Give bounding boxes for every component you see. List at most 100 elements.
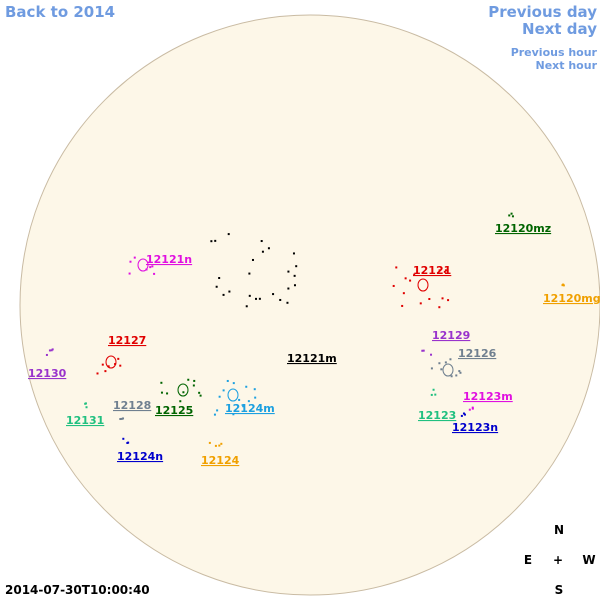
region-label[interactable]: 12120mg <box>543 292 600 305</box>
sunspot <box>248 294 251 297</box>
back-link[interactable]: Back to 2014 <box>5 3 115 21</box>
sunspot <box>160 391 163 394</box>
sunspot <box>471 407 474 410</box>
sunspot <box>192 384 195 387</box>
compass-center: + <box>553 553 563 567</box>
sunspot <box>222 389 225 392</box>
sunspot <box>441 297 444 300</box>
sunspot-contour <box>417 278 429 292</box>
sunspot <box>199 394 202 397</box>
region-label[interactable]: 12129 <box>432 329 470 342</box>
region-label[interactable]: 12125 <box>155 404 193 417</box>
sunspot <box>227 233 230 236</box>
sunspot <box>50 349 53 352</box>
sunspot <box>392 284 395 287</box>
sunspot <box>245 305 248 308</box>
sunspot <box>430 367 433 370</box>
sunspot <box>419 302 422 305</box>
sunspot <box>432 388 435 391</box>
sunspot <box>149 266 152 269</box>
sunspot-contour <box>177 383 189 397</box>
sunspot <box>85 406 88 409</box>
sunspot <box>395 266 398 269</box>
sunspot <box>293 284 296 287</box>
region-label[interactable]: 12124n <box>117 450 163 463</box>
sunspot <box>166 392 169 395</box>
sunspot <box>562 284 565 287</box>
region-label[interactable]: 12123 <box>418 409 456 422</box>
sunspot <box>430 393 433 396</box>
sunspot <box>122 437 125 440</box>
sunspot <box>428 298 431 301</box>
region-label[interactable]: 12120mz <box>495 222 551 235</box>
solar-disk <box>19 14 600 596</box>
sunspot <box>198 391 201 394</box>
sunspot <box>459 371 462 374</box>
sunspot <box>242 405 245 408</box>
sunspot <box>508 214 511 217</box>
sunspot <box>510 212 513 215</box>
previous-day-link[interactable]: Previous day <box>488 3 597 21</box>
region-label[interactable]: 12121 <box>413 264 451 277</box>
region-label[interactable]: 12121n <box>146 253 192 266</box>
sunspot <box>107 365 110 368</box>
region-label[interactable]: 12131 <box>66 414 104 427</box>
sunspot <box>179 400 182 403</box>
sunspot <box>460 414 463 417</box>
sunspot <box>455 374 458 377</box>
sunspot <box>187 378 190 381</box>
sunspot <box>120 417 123 420</box>
sunspot <box>447 299 450 302</box>
sunspot <box>463 413 466 416</box>
previous-hour-link[interactable]: Previous hour <box>511 46 598 59</box>
sunspot <box>101 363 104 366</box>
sunspot <box>119 364 122 367</box>
sunspot <box>413 273 416 276</box>
sunspot <box>287 287 290 290</box>
region-label[interactable]: 12124m <box>225 402 275 415</box>
sunspot <box>226 379 229 382</box>
sunspot <box>218 444 221 447</box>
sunspot <box>232 382 235 385</box>
sunspot <box>295 265 298 268</box>
region-label[interactable]: 12126 <box>458 347 497 360</box>
sunspot <box>468 408 471 411</box>
sunspot <box>404 277 407 280</box>
sunspot <box>218 277 221 280</box>
next-hour-link[interactable]: Next hour <box>536 59 598 72</box>
sunspot <box>444 269 447 272</box>
sunspot <box>215 285 218 288</box>
sunspot <box>248 272 251 275</box>
region-label[interactable]: 12130 <box>28 367 67 380</box>
sunspot <box>251 258 254 261</box>
sunspot <box>279 298 282 301</box>
timestamp: 2014-07-30T10:00:40 <box>5 583 150 597</box>
sunspot <box>208 441 211 444</box>
region-label[interactable]: 12128 <box>113 399 151 412</box>
sunspot-contour <box>227 388 239 402</box>
sunspot <box>443 270 446 273</box>
sunspot <box>222 293 225 296</box>
sunspot <box>104 370 107 373</box>
region-label[interactable]: 12123m <box>463 390 513 403</box>
region-label[interactable]: 12123n <box>452 421 498 434</box>
next-day-link[interactable]: Next day <box>522 20 597 38</box>
sunspot-contour <box>442 363 454 377</box>
sunspot <box>260 240 263 243</box>
sunspot <box>153 272 156 275</box>
region-label[interactable]: 12124 <box>201 454 240 467</box>
sunspot <box>126 441 129 444</box>
sunspot <box>440 368 443 371</box>
sunspot <box>84 402 87 405</box>
region-label[interactable]: 12121m <box>287 352 337 365</box>
sunspot <box>401 304 404 307</box>
sunspot <box>511 215 514 218</box>
sunspot <box>133 256 136 259</box>
sunspot <box>258 297 261 300</box>
sunspot <box>216 409 219 412</box>
sunspot <box>471 406 474 409</box>
sunspot <box>450 375 453 378</box>
sunspot <box>261 250 264 253</box>
region-label[interactable]: 12127 <box>108 334 146 347</box>
